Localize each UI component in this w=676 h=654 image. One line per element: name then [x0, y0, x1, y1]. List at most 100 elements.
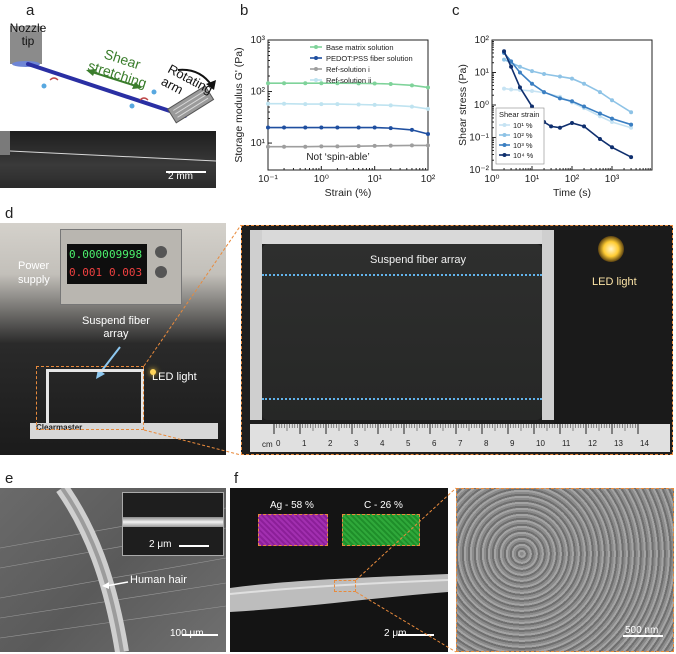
- data-point: [266, 101, 270, 106]
- panel-letter-c: c: [452, 2, 460, 19]
- x-tick-label: 10²: [565, 174, 580, 185]
- ruler-ticks: 0 1 2 3 4 5 6 7 8 9 10 11 12 13 14: [273, 424, 649, 448]
- x-tick-label: 10⁰: [314, 174, 329, 185]
- nozzle-label-line2: tip: [21, 34, 35, 48]
- led-dot: [150, 369, 156, 375]
- data-point: [266, 81, 270, 86]
- power-knob-2: [155, 266, 167, 278]
- data-point: [582, 81, 587, 86]
- x-tick-label: 10¹: [367, 174, 382, 185]
- y-tick-label: 10³: [251, 35, 266, 46]
- panel-letter-d: d: [5, 205, 14, 222]
- fiber-line-bottom: [262, 398, 542, 400]
- data-point: [517, 85, 522, 90]
- legend-marker: [502, 143, 507, 147]
- panel-letter-b: b: [240, 2, 249, 19]
- legend-marker: [502, 123, 507, 127]
- display-top-left: 0.0000: [69, 248, 109, 261]
- display-top-right: 09998: [109, 248, 143, 261]
- panel-f-scalebar: [398, 634, 434, 636]
- data-point: [530, 104, 534, 109]
- legend-label: 10¹ %: [513, 121, 533, 130]
- ruler-brand: Clearmaster: [36, 423, 83, 432]
- panel-e-scalebar: [182, 634, 218, 636]
- ruler-number: 6: [432, 439, 437, 448]
- data-point: [509, 87, 514, 92]
- nozzle-label-line1: Nozzle: [9, 21, 47, 35]
- legend-label: Ref-solution i: [326, 65, 370, 74]
- data-point: [303, 125, 308, 130]
- data-point: [409, 127, 414, 132]
- panel-a-schematic: [0, 20, 228, 132]
- series-line: [268, 126, 429, 135]
- power-knob: [155, 246, 167, 258]
- x-axis-label: Time (s): [553, 187, 591, 199]
- data-point: [303, 81, 308, 86]
- zoom-ruler: [250, 424, 670, 452]
- data-point: [570, 99, 574, 104]
- panel-f-zoom-scalebar: [623, 635, 663, 637]
- ruler-number: 12: [588, 439, 597, 448]
- power-label-line1: Power: [18, 260, 50, 272]
- zoom-led-label: LED light: [592, 276, 637, 288]
- data-point: [319, 102, 324, 107]
- data-point: [372, 102, 377, 107]
- ruler-number: 8: [484, 439, 489, 448]
- data-point: [502, 49, 507, 54]
- data-point: [530, 81, 534, 86]
- ruler-bottom: [30, 423, 218, 439]
- y-tick-label: 10⁻¹: [469, 133, 489, 144]
- data-point: [335, 144, 340, 149]
- data-point: [282, 125, 287, 130]
- panel-f-sem: Ag - 58 % C - 26 % 2 μm: [230, 488, 448, 652]
- data-point: [542, 71, 547, 76]
- x-tick-label: 10²: [421, 174, 436, 185]
- ruler-number: 10: [536, 439, 545, 448]
- inset-scalebar: [179, 545, 209, 547]
- legend-label: Base matrix solution: [326, 43, 394, 52]
- ruler-number: 13: [614, 439, 623, 448]
- data-point: [409, 104, 414, 109]
- frame-right-post: [542, 230, 554, 420]
- ruler-number: 9: [510, 439, 515, 448]
- panel-e-scalebar-label: 100 μm: [170, 628, 204, 639]
- legend-marker: [314, 78, 318, 82]
- data-point: [372, 143, 377, 148]
- led-light-label: LED light: [152, 371, 197, 383]
- data-point: [388, 143, 393, 148]
- panel-f-scalebar-label: 2 μm: [384, 628, 407, 639]
- suspend-fiber-label: Suspend fiber array: [82, 315, 150, 341]
- data-point: [409, 83, 414, 88]
- legend-label: 10³ %: [513, 141, 533, 150]
- data-point: [319, 144, 324, 149]
- data-point: [388, 81, 393, 86]
- x-tick-label: 10⁰: [484, 174, 499, 185]
- power-label-line2: supply: [18, 274, 50, 286]
- zoom-region-box: [36, 366, 144, 430]
- data-point: [610, 145, 614, 150]
- data-point: [509, 59, 514, 64]
- panel-letter-a: a: [26, 2, 35, 19]
- series-line: [268, 102, 429, 110]
- zoom-suspend-label: Suspend fiber array: [370, 254, 466, 266]
- data-point: [356, 144, 361, 149]
- y-tick-label: 10¹: [475, 68, 490, 79]
- display-bottom-right: 0.003: [109, 266, 143, 279]
- legend-marker: [314, 56, 318, 60]
- data-point: [303, 102, 308, 107]
- data-point: [356, 125, 361, 130]
- shear-stress-chart: 10⁰ 10¹ 10² 10³ 10⁻² 10⁻¹ 10⁰ 10¹ 10² Time (s) She…: [457, 35, 653, 199]
- fiber-line-top: [262, 274, 542, 276]
- chart-c-legend: Shear strain 10¹ %10² %10³ %10⁴ %: [495, 107, 545, 165]
- nozzle-label: Nozzle tip: [8, 22, 48, 48]
- panel-letter-f: f: [234, 470, 239, 487]
- frame-top-bar: [250, 230, 558, 244]
- data-point: [282, 81, 287, 86]
- fiber-closeup: [123, 517, 223, 527]
- data-point: [597, 111, 602, 116]
- data-point: [335, 102, 340, 107]
- suspend-label-line2: array: [103, 328, 129, 340]
- legend-label: Ref-solution ii: [326, 76, 372, 85]
- data-point: [570, 120, 574, 125]
